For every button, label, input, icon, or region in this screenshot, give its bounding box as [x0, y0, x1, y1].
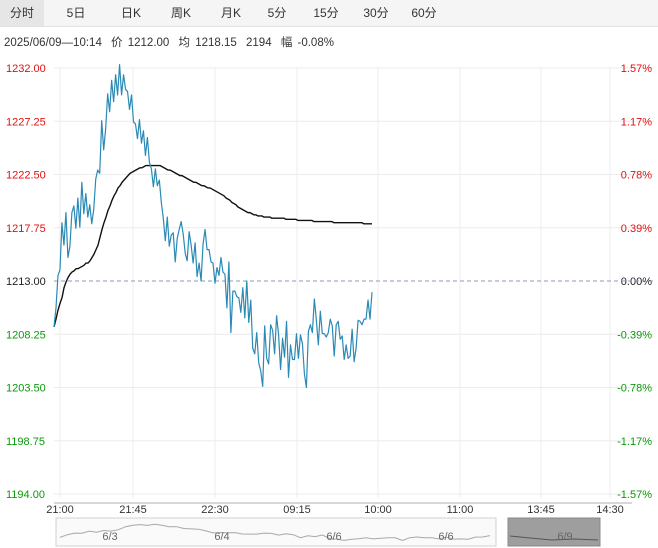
navigator-date: 6/4: [214, 531, 229, 543]
x-tick-label: 22:30: [201, 504, 229, 516]
y-tick-left: 1227.25: [6, 116, 46, 128]
x-tick-label: 13:45: [527, 504, 555, 516]
price-label: 价: [111, 37, 123, 49]
tab-4[interactable]: 月K: [220, 6, 241, 20]
y-tick-left: 1203.50: [6, 383, 46, 395]
quote-volume: 2194: [246, 37, 272, 49]
period-tabs: 分时 5日 日K 周K 月K 5分 15分 30分 60分: [0, 0, 658, 27]
y-tick-right: -1.57%: [617, 489, 652, 501]
navigator-date: 6/9: [557, 531, 572, 543]
x-tick-label: 11:00: [447, 504, 474, 516]
navigator-bg: [55, 517, 497, 547]
y-tick-left: 1198.75: [6, 436, 45, 448]
y-tick-right: 0.39%: [621, 223, 652, 235]
navigator-price-line: [59, 523, 491, 542]
tab-0[interactable]: 分时: [0, 0, 44, 26]
avg-price-line: [53, 164, 372, 328]
y-tick-left: 1208.25: [6, 329, 46, 341]
tab-1[interactable]: 5日: [66, 6, 86, 20]
y-tick-right: 1.57%: [621, 63, 652, 75]
price-line: [53, 64, 373, 389]
quote-price: 1212.00: [127, 37, 170, 49]
change-label: 幅: [280, 37, 293, 49]
y-tick-left: 1217.75: [6, 223, 46, 235]
quote-info-bar: 2025/06/09—10:14 价 1212.00 均 1218.15 219…: [4, 34, 340, 50]
tab-3[interactable]: 周K: [170, 6, 191, 20]
y-tick-left: 1194.00: [6, 489, 45, 501]
quote-avg: 1218.15: [195, 37, 237, 49]
tab-5[interactable]: 5分: [267, 6, 287, 20]
x-tick-label: 21:00: [46, 504, 74, 516]
y-tick-right: 1.17%: [621, 116, 652, 128]
avg-label: 均: [178, 37, 191, 49]
x-tick-label: 21:45: [119, 504, 147, 516]
y-tick-right: -0.39%: [617, 329, 652, 341]
quote-datetime: 2025/06/09—10:14: [4, 37, 102, 49]
y-tick-right: -1.17%: [617, 436, 652, 448]
y-tick-right: -0.78%: [617, 383, 652, 395]
y-tick-left: 1222.50: [6, 170, 46, 182]
y-tick-right: 0.00%: [621, 276, 652, 288]
navigator-date: 6/6: [438, 531, 453, 543]
navigator-selection: [507, 517, 601, 547]
y-tick-left: 1213.00: [6, 276, 46, 288]
navigator-date: 6/3: [102, 531, 117, 543]
y-tick-right: 0.78%: [621, 170, 652, 182]
y-tick-left: 1232.00: [6, 63, 46, 75]
navigator-current-line: [509, 535, 599, 541]
tab-2[interactable]: 日K: [120, 6, 141, 20]
x-tick-label: 10:00: [364, 504, 392, 516]
tab-7[interactable]: 30分: [363, 6, 389, 20]
x-tick-label: 14:30: [596, 504, 624, 516]
x-tick-label: 09:15: [283, 504, 311, 516]
navigator-date: 6/6: [326, 531, 341, 543]
quote-change: -0.08%: [297, 37, 334, 49]
tab-6[interactable]: 15分: [313, 6, 339, 20]
tab-8[interactable]: 60分: [411, 6, 437, 20]
